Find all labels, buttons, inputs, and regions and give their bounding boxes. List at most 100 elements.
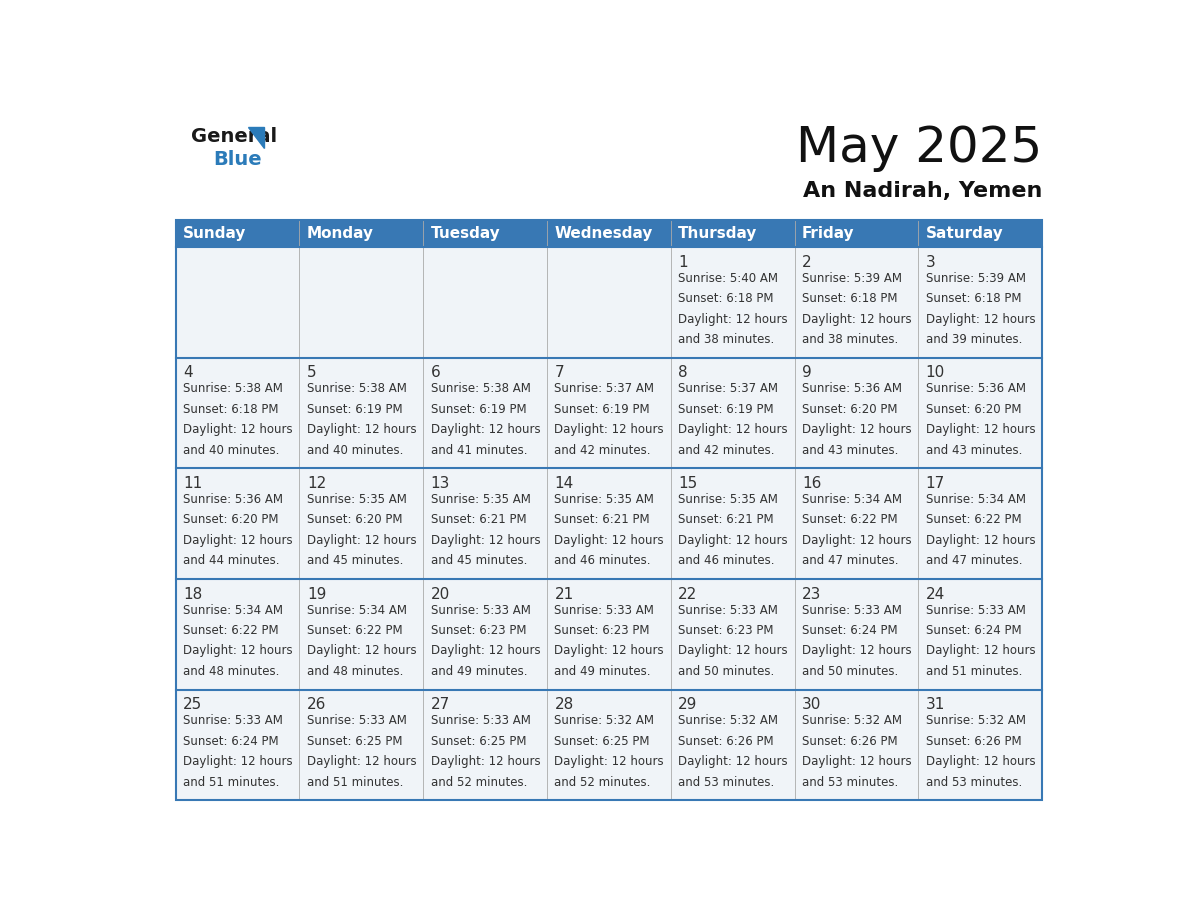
Text: Sunset: 6:25 PM: Sunset: 6:25 PM xyxy=(307,734,403,747)
Text: 18: 18 xyxy=(183,587,202,601)
Text: 20: 20 xyxy=(430,587,450,601)
Bar xyxy=(918,219,1042,247)
Text: Sunrise: 5:34 AM: Sunrise: 5:34 AM xyxy=(802,493,902,506)
Bar xyxy=(795,358,918,468)
Text: Sunset: 6:22 PM: Sunset: 6:22 PM xyxy=(802,513,898,526)
Text: Sunrise: 5:36 AM: Sunrise: 5:36 AM xyxy=(183,493,283,506)
Text: May 2025: May 2025 xyxy=(796,124,1042,172)
Text: and 53 minutes.: and 53 minutes. xyxy=(925,776,1022,789)
Bar xyxy=(299,689,423,800)
Bar xyxy=(423,468,546,579)
Text: Daylight: 12 hours: Daylight: 12 hours xyxy=(307,534,417,547)
Bar xyxy=(671,579,795,689)
Text: 30: 30 xyxy=(802,697,821,712)
Text: Sunset: 6:20 PM: Sunset: 6:20 PM xyxy=(307,513,403,526)
Text: and 48 minutes.: and 48 minutes. xyxy=(183,665,279,678)
Text: Daylight: 12 hours: Daylight: 12 hours xyxy=(925,423,1036,436)
Text: Sunrise: 5:33 AM: Sunrise: 5:33 AM xyxy=(925,603,1025,617)
Text: Sunrise: 5:35 AM: Sunrise: 5:35 AM xyxy=(430,493,531,506)
Bar xyxy=(423,689,546,800)
Bar xyxy=(546,358,671,468)
Text: Sunset: 6:21 PM: Sunset: 6:21 PM xyxy=(430,513,526,526)
Text: 19: 19 xyxy=(307,587,327,601)
Text: and 47 minutes.: and 47 minutes. xyxy=(802,554,898,567)
Text: Sunset: 6:24 PM: Sunset: 6:24 PM xyxy=(802,624,898,637)
Text: 26: 26 xyxy=(307,697,327,712)
Text: and 39 minutes.: and 39 minutes. xyxy=(925,333,1022,346)
Text: and 46 minutes.: and 46 minutes. xyxy=(555,554,651,567)
Text: Sunset: 6:26 PM: Sunset: 6:26 PM xyxy=(802,734,898,747)
Text: Daylight: 12 hours: Daylight: 12 hours xyxy=(678,534,788,547)
Bar xyxy=(918,247,1042,358)
Text: Daylight: 12 hours: Daylight: 12 hours xyxy=(802,313,911,326)
Text: Daylight: 12 hours: Daylight: 12 hours xyxy=(678,644,788,657)
Text: Sunset: 6:18 PM: Sunset: 6:18 PM xyxy=(925,292,1022,306)
Text: and 42 minutes.: and 42 minutes. xyxy=(555,443,651,457)
Text: Sunrise: 5:34 AM: Sunrise: 5:34 AM xyxy=(307,603,406,617)
Text: 1: 1 xyxy=(678,255,688,270)
Text: Sunrise: 5:32 AM: Sunrise: 5:32 AM xyxy=(678,714,778,727)
Text: Daylight: 12 hours: Daylight: 12 hours xyxy=(430,644,541,657)
Text: 3: 3 xyxy=(925,255,935,270)
Bar xyxy=(176,579,299,689)
Text: Sunset: 6:23 PM: Sunset: 6:23 PM xyxy=(678,624,773,637)
Bar xyxy=(299,219,423,247)
Bar xyxy=(795,689,918,800)
Text: Daylight: 12 hours: Daylight: 12 hours xyxy=(555,644,664,657)
Bar xyxy=(423,579,546,689)
Bar xyxy=(546,468,671,579)
Text: Daylight: 12 hours: Daylight: 12 hours xyxy=(555,756,664,768)
Bar xyxy=(918,579,1042,689)
Text: and 50 minutes.: and 50 minutes. xyxy=(802,665,898,678)
Bar xyxy=(423,358,546,468)
Text: Wednesday: Wednesday xyxy=(555,226,652,241)
Text: Sunrise: 5:33 AM: Sunrise: 5:33 AM xyxy=(555,603,655,617)
Text: Sunset: 6:22 PM: Sunset: 6:22 PM xyxy=(925,513,1022,526)
Text: and 52 minutes.: and 52 minutes. xyxy=(430,776,527,789)
Text: Sunset: 6:24 PM: Sunset: 6:24 PM xyxy=(183,734,279,747)
Bar xyxy=(299,468,423,579)
Text: Daylight: 12 hours: Daylight: 12 hours xyxy=(430,534,541,547)
Text: Sunrise: 5:32 AM: Sunrise: 5:32 AM xyxy=(555,714,655,727)
Bar xyxy=(299,247,423,358)
Bar xyxy=(671,468,795,579)
Text: Sunrise: 5:39 AM: Sunrise: 5:39 AM xyxy=(925,272,1025,285)
Text: Sunrise: 5:35 AM: Sunrise: 5:35 AM xyxy=(555,493,655,506)
Text: Sunrise: 5:40 AM: Sunrise: 5:40 AM xyxy=(678,272,778,285)
Text: Daylight: 12 hours: Daylight: 12 hours xyxy=(925,644,1036,657)
Text: Sunset: 6:20 PM: Sunset: 6:20 PM xyxy=(802,403,897,416)
Text: Sunrise: 5:37 AM: Sunrise: 5:37 AM xyxy=(678,383,778,396)
Text: Daylight: 12 hours: Daylight: 12 hours xyxy=(678,313,788,326)
Text: and 52 minutes.: and 52 minutes. xyxy=(555,776,651,789)
Text: Tuesday: Tuesday xyxy=(430,226,500,241)
Text: Sunset: 6:26 PM: Sunset: 6:26 PM xyxy=(678,734,773,747)
Text: 14: 14 xyxy=(555,476,574,491)
Text: and 38 minutes.: and 38 minutes. xyxy=(678,333,775,346)
Text: 4: 4 xyxy=(183,365,192,380)
Text: 13: 13 xyxy=(430,476,450,491)
Text: Sunset: 6:26 PM: Sunset: 6:26 PM xyxy=(925,734,1022,747)
Bar xyxy=(176,247,299,358)
Bar xyxy=(795,247,918,358)
Text: 15: 15 xyxy=(678,476,697,491)
Text: Sunset: 6:25 PM: Sunset: 6:25 PM xyxy=(555,734,650,747)
Text: Sunset: 6:19 PM: Sunset: 6:19 PM xyxy=(678,403,773,416)
Text: Sunrise: 5:33 AM: Sunrise: 5:33 AM xyxy=(183,714,283,727)
Text: Sunrise: 5:34 AM: Sunrise: 5:34 AM xyxy=(925,493,1025,506)
Text: Sunrise: 5:33 AM: Sunrise: 5:33 AM xyxy=(802,603,902,617)
Text: Sunrise: 5:38 AM: Sunrise: 5:38 AM xyxy=(183,383,283,396)
Text: Daylight: 12 hours: Daylight: 12 hours xyxy=(430,756,541,768)
Text: Sunrise: 5:35 AM: Sunrise: 5:35 AM xyxy=(678,493,778,506)
Text: 31: 31 xyxy=(925,697,946,712)
Text: Sunrise: 5:39 AM: Sunrise: 5:39 AM xyxy=(802,272,902,285)
Text: Sunrise: 5:35 AM: Sunrise: 5:35 AM xyxy=(307,493,406,506)
Bar xyxy=(176,219,1042,800)
Text: Daylight: 12 hours: Daylight: 12 hours xyxy=(802,644,911,657)
Text: 23: 23 xyxy=(802,587,821,601)
Text: 17: 17 xyxy=(925,476,944,491)
Text: and 53 minutes.: and 53 minutes. xyxy=(802,776,898,789)
Text: and 51 minutes.: and 51 minutes. xyxy=(183,776,279,789)
Text: Sunset: 6:20 PM: Sunset: 6:20 PM xyxy=(183,513,278,526)
Bar xyxy=(176,689,299,800)
Bar xyxy=(671,219,795,247)
